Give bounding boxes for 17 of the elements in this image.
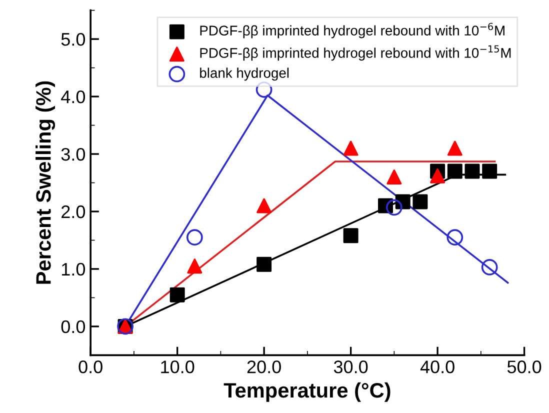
y-tick-label: 5.0 [61,32,86,46]
y-tick-label: 0.0 [61,320,86,334]
legend-label: blank hydrogel [200,68,289,81]
y-tick-label: 2.0 [62,205,86,218]
x-tick-label: 10.0 [161,360,194,374]
y-tick-label: 1.0 [62,262,86,276]
x-tick-label: 40.0 [420,360,454,374]
y-axis-title: Percent Swelling (%) [36,81,56,284]
legend-label: PDGF-ββ imprinted hydrogel rebound with 10$^{−6}$M [200,22,504,38]
y-tick-label: 4.0 [61,90,86,104]
y-tick-label: 3.0 [61,148,86,161]
x-tick-label: 50.0 [507,360,542,374]
x-tick-label: 0.0 [78,360,102,374]
x-axis-title: Temperature (°C) [224,382,390,402]
legend-label: PDGF-ββ imprinted hydrogel rebound with 10$^{−15}$M [200,45,511,61]
x-tick-label: 20.0 [247,360,281,374]
x-tick-label: 30.0 [334,360,368,374]
